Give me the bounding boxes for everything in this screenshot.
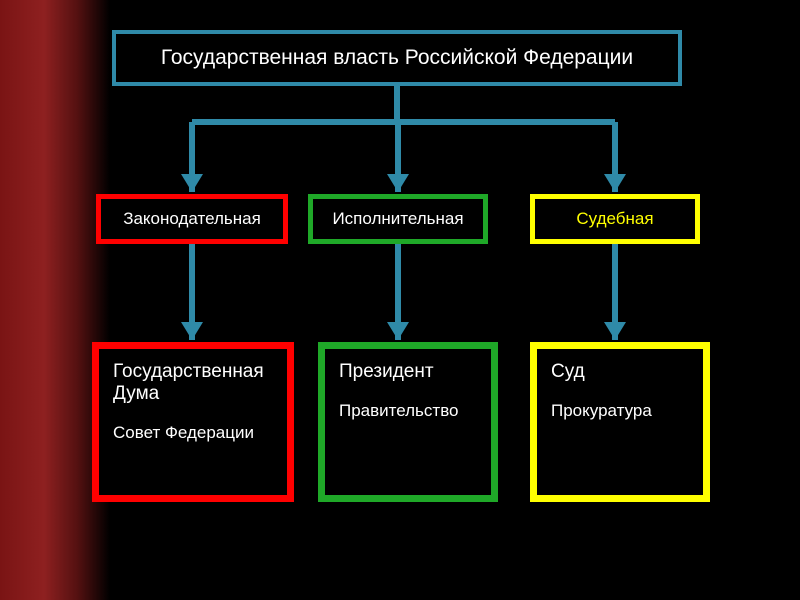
body-line1: Суд	[551, 361, 689, 383]
body-line1: Президент	[339, 361, 477, 383]
body-judicial: Суд Прокуратура	[530, 342, 710, 502]
branch-label: Законодательная	[123, 209, 261, 229]
body-line2: Совет Федерации	[113, 423, 273, 443]
body-legislative: Государственная Дума Совет Федерации	[92, 342, 294, 502]
page-background	[0, 0, 800, 600]
branch-label: Исполнительная	[332, 209, 463, 229]
connector-arrows	[0, 0, 800, 600]
left-gradient-strip	[0, 0, 110, 600]
title-box: Государственная власть Российской Федера…	[112, 30, 682, 86]
body-line1: Государственная Дума	[113, 361, 273, 405]
title-text: Государственная власть Российской Федера…	[161, 46, 633, 70]
branch-executive: Исполнительная	[308, 194, 488, 244]
body-line2: Прокуратура	[551, 401, 689, 421]
body-executive: Президент Правительство	[318, 342, 498, 502]
branch-label: Судебная	[576, 209, 653, 229]
branch-judicial: Судебная	[530, 194, 700, 244]
branch-legislative: Законодательная	[96, 194, 288, 244]
body-line2: Правительство	[339, 401, 477, 421]
